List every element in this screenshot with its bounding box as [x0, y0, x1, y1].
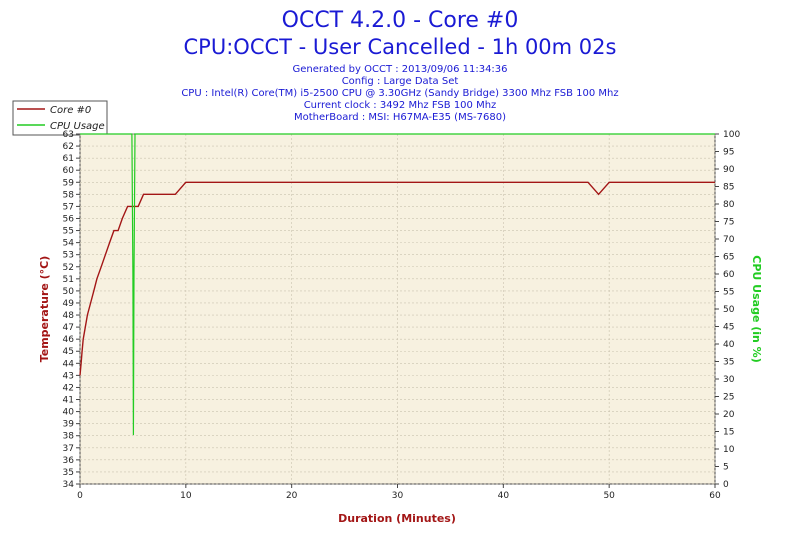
y2-tick-label: 95	[723, 148, 734, 158]
info-config: Config : Large Data Set	[342, 76, 459, 87]
y2-tick-label: 10	[723, 445, 735, 455]
y2-tick-label: 5	[723, 463, 729, 473]
y2-tick-label: 100	[723, 130, 740, 140]
y-tick-label: 53	[63, 251, 74, 261]
info-generated: Generated by OCCT : 2013/09/06 11:34:36	[292, 64, 507, 75]
y-tick-label: 42	[63, 383, 74, 393]
y-tick-label: 36	[63, 456, 75, 466]
y-axis-ticks: 34 35 36 37 38 39 40 41 42 43 44 45 46 47 48 49 50 51 52 53…	[63, 130, 80, 490]
y-tick-label: 44	[63, 359, 75, 369]
y2-tick-label: 80	[723, 200, 735, 210]
y2-tick-label: 40	[723, 340, 735, 350]
y-tick-label: 48	[63, 311, 75, 321]
y-tick-label: 55	[63, 227, 74, 237]
x-tick-label: 50	[603, 491, 615, 501]
y-tick-label: 54	[63, 239, 75, 249]
plot-area	[79, 133, 716, 485]
y2-tick-label: 90	[723, 165, 735, 175]
y-tick-label: 51	[63, 275, 74, 285]
y2-tick-label: 85	[723, 183, 734, 193]
y-tick-label: 38	[63, 432, 75, 442]
x-tick-label: 30	[392, 491, 404, 501]
legend-label-core: Core #0	[50, 105, 91, 116]
y2-tick-label: 50	[723, 305, 735, 315]
y2-tick-label: 55	[723, 288, 734, 298]
y-tick-label: 47	[63, 323, 74, 333]
y-tick-label: 37	[63, 444, 74, 454]
y-tick-label: 40	[63, 408, 75, 418]
x-tick-label: 40	[498, 491, 510, 501]
y-tick-label: 34	[63, 480, 75, 490]
info-motherboard: MotherBoard : MSI: H67MA-E35 (MS-7680)	[294, 112, 506, 123]
y-tick-label: 57	[63, 202, 74, 212]
legend-box	[12, 100, 108, 136]
x-tick-label: 20	[286, 491, 298, 501]
info-cpu: CPU : Intel(R) Core(TM) i5-2500 CPU @ 3.…	[181, 88, 618, 99]
y-tick-label: 61	[63, 154, 74, 164]
y2-tick-label: 30	[723, 375, 735, 385]
info-clock: Current clock : 3492 Mhz FSB 100 Mhz	[304, 100, 497, 111]
y-tick-label: 56	[63, 214, 75, 224]
y2-tick-label: 70	[723, 235, 735, 245]
y-tick-label: 59	[63, 178, 75, 188]
y2-tick-label: 60	[723, 270, 735, 280]
chart-title: OCCT 4.2.0 - Core #0	[282, 8, 519, 33]
y-tick-label: 49	[63, 299, 75, 309]
series-line-core-0	[79, 181, 715, 376]
legend-label-cpu-usage: CPU Usage	[50, 121, 105, 132]
y2-tick-label: 45	[723, 323, 734, 333]
y2-tick-label: 35	[723, 358, 734, 368]
y-tick-label: 50	[63, 287, 75, 297]
y-tick-label: 60	[63, 166, 75, 176]
y2-tick-label: 15	[723, 428, 734, 438]
y-tick-label: 58	[63, 190, 75, 200]
y2-axis-ticks: 0 5 10 15 20 25 30 35 40 45 50 55 60 65 70 75 80 85 90 95 10…	[715, 130, 740, 490]
x-axis-ticks: 0 10 20 30 40 50 60	[77, 484, 721, 501]
series-line-cpu-usage	[80, 133, 715, 436]
y-tick-label: 45	[63, 347, 74, 357]
y2-tick-label: 65	[723, 253, 734, 263]
y-tick-label: 62	[63, 142, 74, 152]
y2-tick-label: 25	[723, 393, 734, 403]
y-axis-label: Temperature (°C)	[38, 256, 51, 363]
y2-tick-label: 75	[723, 218, 734, 228]
y-tick-label: 52	[63, 263, 74, 273]
chart-legend: Core #0 CPU Usage	[12, 100, 108, 136]
chart-subtitle: CPU:OCCT - User Cancelled - 1h 00m 02s	[184, 35, 617, 59]
x-tick-label: 0	[77, 491, 83, 501]
x-tick-label: 60	[709, 491, 721, 501]
y-tick-label: 63	[63, 130, 74, 140]
y-tick-label: 46	[63, 335, 75, 345]
y-tick-label: 41	[63, 396, 74, 406]
y-tick-label: 35	[63, 468, 74, 478]
y2-tick-label: 0	[723, 480, 729, 490]
y2-axis-label: CPU Usage (in %)	[750, 255, 763, 362]
y-tick-label: 39	[63, 420, 75, 430]
x-tick-label: 10	[180, 491, 192, 501]
y2-tick-label: 20	[723, 410, 735, 420]
x-axis-label: Duration (Minutes)	[338, 512, 456, 525]
y-tick-label: 43	[63, 371, 74, 381]
series-layer	[79, 133, 715, 436]
